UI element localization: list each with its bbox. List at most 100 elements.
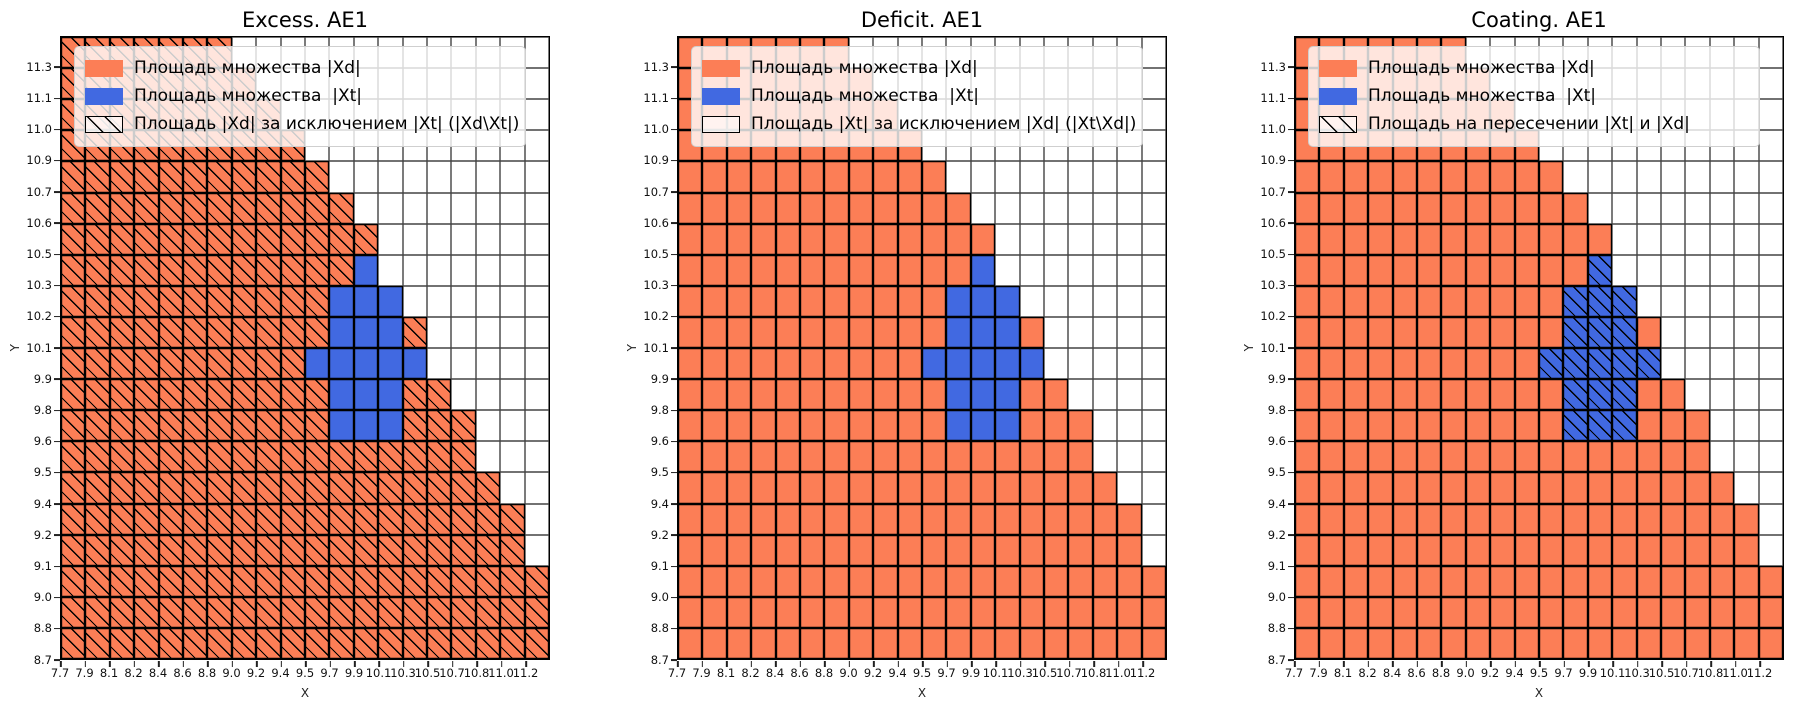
grid-cell <box>946 627 971 659</box>
grid-cell <box>402 627 427 659</box>
grid-cell <box>134 254 159 286</box>
x-tick-label: 10.7 <box>1673 661 1699 680</box>
grid-cell <box>1636 379 1661 411</box>
grid-cell <box>1068 348 1092 379</box>
grid-cell <box>1709 565 1735 597</box>
grid-cell <box>1710 441 1734 472</box>
grid-cell <box>329 192 354 224</box>
grid-cell <box>1563 192 1588 224</box>
x-tick-label: 8.1 <box>1333 661 1353 680</box>
grid-cell <box>1538 410 1564 442</box>
grid-cell <box>525 379 549 410</box>
y-tick-label: 9.8 <box>1267 402 1286 417</box>
grid-cell <box>1319 441 1344 473</box>
grid-cell <box>873 596 898 628</box>
grid-cell <box>1019 534 1044 566</box>
grid-cell <box>1465 472 1491 504</box>
grid-cell <box>1734 224 1758 255</box>
grid-cell <box>1660 565 1686 597</box>
grid-cell <box>1092 472 1118 504</box>
grid-cell <box>304 316 330 348</box>
grid-cell <box>1368 223 1393 255</box>
y-tick-label: 9.1 <box>1267 558 1286 573</box>
grid-cell <box>1490 316 1515 348</box>
grid-cell <box>921 596 947 628</box>
legend-row: Площадь множества |Xd| <box>702 54 1132 82</box>
grid-cell <box>1563 441 1588 473</box>
grid-cell <box>329 596 354 628</box>
grid-cell <box>1514 534 1539 566</box>
grid-cell <box>1092 627 1118 659</box>
grid-cell <box>304 254 330 286</box>
grid-cell <box>1514 472 1539 504</box>
grid-cell <box>1465 348 1491 380</box>
grid-cell <box>1295 348 1320 380</box>
grid-cell <box>1044 286 1068 317</box>
grid-cell <box>61 379 86 411</box>
y-tick-label: 11.1 <box>1260 90 1286 105</box>
x-tick-label: 10.3 <box>1624 661 1650 680</box>
grid-cell <box>971 193 995 224</box>
grid-cell <box>1092 596 1118 628</box>
grid-cell <box>1514 441 1539 473</box>
grid-cell <box>1295 503 1320 535</box>
y-tick-label: 9.0 <box>650 589 669 604</box>
grid-cell <box>873 316 898 348</box>
x-tick-label: 9.0 <box>222 661 241 680</box>
grid-cell <box>109 503 135 535</box>
grid-cell <box>61 316 86 348</box>
grid-cell <box>824 285 849 317</box>
grid-cell <box>402 316 427 348</box>
grid-cell <box>1019 627 1044 659</box>
grid-cell <box>61 596 86 628</box>
grid-cell <box>1759 286 1783 317</box>
grid-cell <box>1319 285 1344 317</box>
grid-cell <box>158 348 183 380</box>
grid-cell <box>1068 286 1092 317</box>
grid-cell <box>207 285 232 317</box>
grid-cell <box>256 534 281 566</box>
grid-cell <box>329 316 354 348</box>
grid-cell <box>726 316 752 348</box>
grid-cell <box>1043 565 1069 597</box>
grid-cell <box>751 348 776 380</box>
grid-cell <box>61 348 86 380</box>
x-tick-label: 10.5 <box>414 661 441 680</box>
grid-cell <box>1343 596 1369 628</box>
grid-cell <box>1044 161 1068 192</box>
grid-cell <box>256 223 281 255</box>
grid-cell <box>799 534 825 566</box>
grid-cell <box>402 472 427 504</box>
grid-cell <box>182 596 208 628</box>
grid-cell <box>256 565 281 597</box>
legend-label-hatch: Площадь на пересечении |Xt| и |Xd| <box>1368 113 1690 134</box>
grid-cell <box>451 534 476 566</box>
grid-cell <box>702 534 727 566</box>
grid-cell <box>848 161 874 193</box>
grid-cell <box>848 379 874 411</box>
grid-cell <box>775 379 800 411</box>
y-tick-label: 11.3 <box>26 59 52 74</box>
grid-cell <box>1068 503 1093 535</box>
grid-cell <box>85 534 110 566</box>
grid-cell <box>702 379 727 411</box>
grid-cell <box>1465 161 1491 193</box>
grid-cell <box>61 503 86 535</box>
legend-label-xd: Площадь множества |Xd| <box>1368 57 1595 78</box>
grid-cell <box>970 316 996 348</box>
grid-cell <box>61 161 86 193</box>
grid-cell <box>1142 441 1166 472</box>
grid-cell <box>1441 472 1466 504</box>
grid-cell <box>1368 285 1393 317</box>
grid-cell <box>970 348 996 380</box>
grid-cell <box>353 410 379 442</box>
grid-cell <box>256 596 281 628</box>
y-tick-label: 9.6 <box>1267 433 1286 448</box>
grid-cell <box>1141 565 1166 597</box>
grid-cell <box>751 565 776 597</box>
grid-cell <box>799 503 825 535</box>
grid-cell <box>702 441 727 473</box>
grid-cell <box>1759 68 1783 99</box>
grid-cell <box>1685 596 1710 628</box>
grid-cell <box>1092 534 1118 566</box>
